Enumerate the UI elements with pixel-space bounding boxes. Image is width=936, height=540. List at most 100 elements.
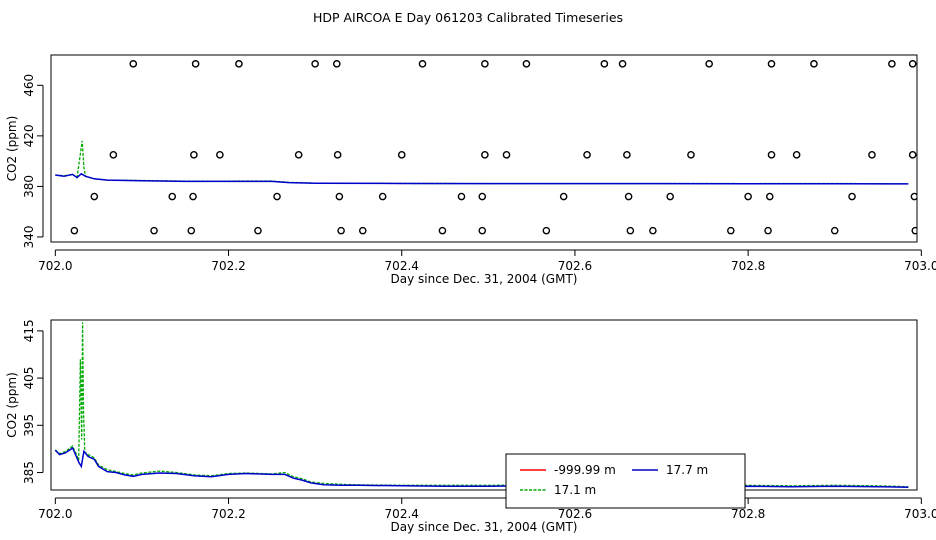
data-point-marker (235, 60, 243, 68)
y-tick-label: 385 (22, 461, 36, 484)
data-point-marker (332, 60, 341, 68)
series-line-17-1-m (54, 322, 909, 488)
x-axis-label: Day since Dec. 31, 2004 (GMT) (391, 520, 578, 534)
data-point-marker (150, 226, 158, 235)
data-point-marker (600, 60, 609, 68)
data-point-marker (397, 151, 406, 159)
data-point-marker (481, 151, 489, 159)
data-point-marker (744, 192, 752, 201)
y-axis-label: CO2 (ppm) (5, 372, 19, 438)
data-point-marker (626, 226, 635, 235)
x-tick-label: 702.4 (385, 259, 419, 273)
data-point-marker (109, 151, 118, 159)
data-point-marker (765, 192, 774, 201)
data-point-marker (522, 60, 531, 68)
data-point-marker (908, 151, 917, 159)
data-point-marker (666, 192, 674, 201)
data-point-marker (910, 192, 917, 201)
y-tick-label: 395 (22, 414, 36, 437)
data-point-marker (333, 151, 342, 159)
series-line-17-7-m (54, 446, 909, 488)
data-point-marker (542, 226, 551, 235)
x-axis-label: Day since Dec. 31, 2004 (GMT) (391, 272, 578, 286)
x-tick-label: 702.4 (385, 507, 419, 521)
x-tick-label: 702.6 (558, 507, 592, 521)
plot-frame (50, 319, 918, 491)
x-tick-label: 702.2 (211, 259, 245, 273)
data-point-marker (908, 60, 917, 68)
data-point-marker (478, 226, 487, 235)
x-axis: 702.0 702.2 702.4 702.6 702.8 703.0 (38, 249, 936, 273)
data-point-marker (129, 60, 138, 68)
data-point-marker (216, 151, 224, 159)
data-point-marker (649, 226, 657, 235)
data-point-marker (187, 226, 196, 235)
data-point-marker (687, 151, 695, 159)
x-tick-label: 702.8 (731, 507, 765, 521)
data-point-marker (583, 151, 591, 159)
data-point-marker (273, 192, 281, 201)
data-point-marker (438, 226, 447, 235)
legend: -999.99 m 17.7 m 17.1 m (505, 453, 746, 509)
legend-label: -999.99 m (554, 463, 616, 477)
plot-frame (50, 54, 918, 243)
data-point-marker (624, 192, 633, 201)
data-point-marker (335, 192, 344, 201)
x-tick-label: 702.6 (558, 259, 592, 273)
data-point-marker (294, 151, 303, 159)
data-point-marker (623, 151, 631, 159)
y-tick-label: 340 (22, 225, 36, 248)
figure-title: HDP AIRCOA E Day 061203 Calibrated Times… (313, 10, 623, 25)
y-axis-label: CO2 (ppm) (5, 116, 19, 182)
data-point-marker (90, 192, 99, 201)
data-point-marker (705, 60, 713, 68)
legend-box (505, 453, 746, 509)
y-axis: 340 380 420 460 (22, 74, 44, 248)
data-point-marker (911, 226, 917, 235)
series-line-17-1-m (55, 140, 909, 185)
data-point-marker (481, 60, 489, 68)
data-point-marker (337, 226, 345, 235)
data-point-marker (727, 226, 735, 235)
x-tick-label: 703.0 (904, 507, 936, 521)
data-point-marker (190, 151, 198, 159)
data-point-marker (559, 192, 568, 201)
data-point-marker (792, 151, 801, 159)
data-point-marker (810, 60, 818, 68)
data-point-marker (830, 226, 839, 235)
y-tick-label: 380 (22, 175, 36, 198)
data-point-marker (848, 192, 856, 201)
data-point-marker (311, 60, 319, 68)
data-point-marker (618, 60, 627, 68)
data-point-marker (888, 60, 896, 68)
data-point-marker (358, 226, 367, 235)
data-point-marker (764, 226, 772, 235)
x-axis: 702.0 702.2 702.4 702.6 702.8 703.0 (38, 497, 936, 521)
data-point-marker (254, 226, 262, 235)
x-tick-label: 703.0 (904, 259, 936, 273)
data-point-marker (868, 151, 876, 159)
data-layer (55, 60, 917, 235)
data-point-marker (189, 192, 197, 201)
data-layer (54, 322, 909, 488)
y-axis: 385 395 405 415 (22, 319, 44, 484)
data-point-marker (767, 151, 776, 159)
data-point-marker (767, 60, 776, 68)
top-panel: 702.0 702.2 702.4 702.6 702.8 703.0 Day since … (5, 54, 936, 286)
legend-label: 17.1 m (554, 483, 596, 497)
data-point-marker (191, 60, 200, 68)
x-tick-label: 702.0 (38, 259, 72, 273)
x-tick-label: 702.0 (38, 507, 72, 521)
data-point-marker (502, 151, 511, 159)
legend-label: 17.7 m (666, 463, 708, 477)
data-point-marker (478, 192, 487, 201)
y-tick-label: 405 (22, 367, 36, 390)
y-tick-label: 415 (22, 319, 36, 342)
bottom-panel: 702.0 702.2 702.4 702.6 702.8 703.0 Day since … (5, 319, 936, 534)
data-point-marker (418, 60, 427, 68)
y-tick-label: 420 (22, 124, 36, 147)
x-tick-label: 702.2 (211, 507, 245, 521)
series-line-17-7-m (55, 172, 909, 185)
data-point-marker (378, 192, 387, 201)
y-tick-label: 460 (22, 74, 36, 97)
